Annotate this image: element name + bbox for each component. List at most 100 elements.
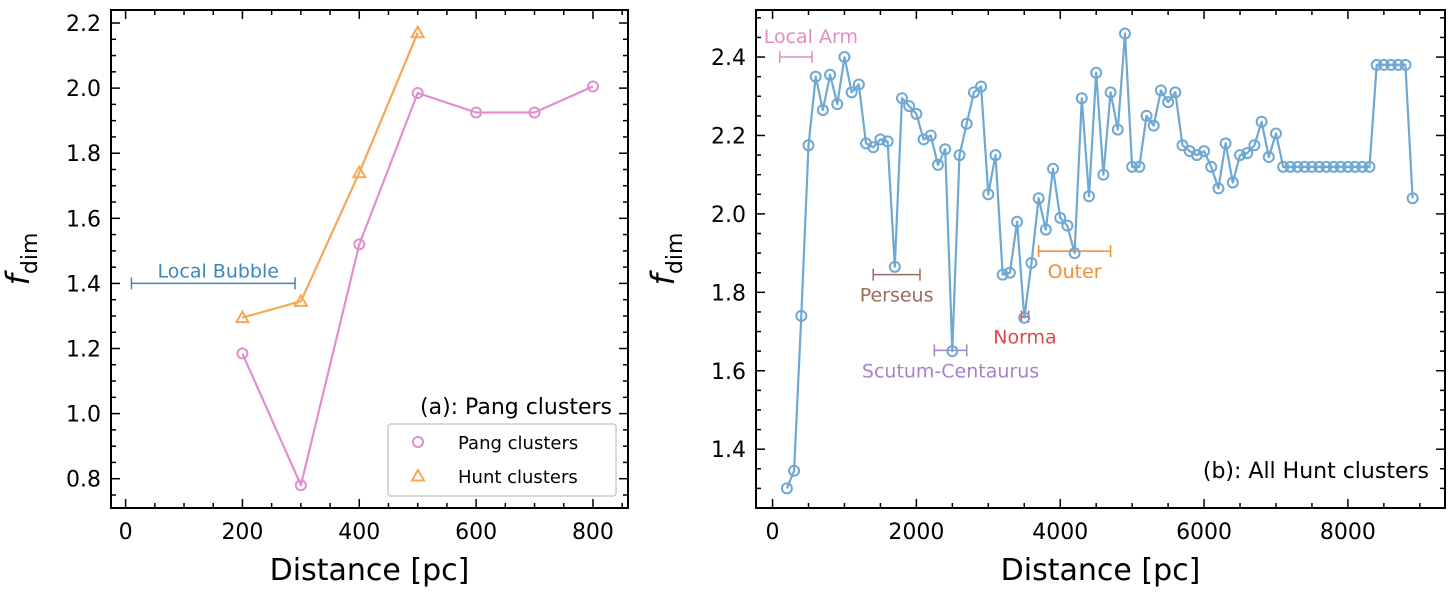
data-point <box>1327 160 1340 173</box>
data-point <box>234 309 251 324</box>
annotation-scutum-centaurus: Scutum-Centaurus <box>862 344 1039 382</box>
data-point <box>1313 160 1326 173</box>
data-point <box>780 482 793 495</box>
series-line <box>241 85 594 487</box>
annotation-label: Scutum-Centaurus <box>862 360 1039 382</box>
data-point <box>1349 160 1362 173</box>
data-point <box>351 164 368 179</box>
data-point <box>953 149 966 162</box>
y-axis-title: fdim <box>644 233 688 286</box>
data-point <box>294 479 307 492</box>
data-point <box>1018 311 1031 324</box>
data-point <box>1291 160 1304 173</box>
data-point <box>1198 145 1211 158</box>
data-point <box>939 143 952 156</box>
data-point <box>931 158 944 171</box>
legend-box <box>387 423 617 497</box>
data-point <box>1284 160 1297 173</box>
data-point <box>1111 123 1124 136</box>
x-axis-title: Distance [pc] <box>1001 553 1201 588</box>
data-point <box>1011 215 1024 228</box>
data-point <box>975 80 988 93</box>
plot-frame <box>110 9 629 509</box>
data-point <box>1176 139 1189 152</box>
legend-label: Pang clusters <box>458 433 578 454</box>
y-tick-label: 1.6 <box>66 207 101 232</box>
annotation-label: Outer <box>1048 261 1102 283</box>
data-point <box>788 464 801 477</box>
data-point <box>816 103 829 116</box>
data-point <box>1104 86 1117 99</box>
data-point <box>1205 160 1218 173</box>
x-tick-label: 8000 <box>1320 520 1376 545</box>
plot-frame <box>755 9 1446 509</box>
y-tick-label: 0.8 <box>66 468 101 493</box>
data-point <box>1090 66 1103 79</box>
annotation-local-arm: Local Arm <box>764 26 858 64</box>
data-point <box>1341 160 1354 173</box>
series-line <box>785 32 1414 489</box>
data-point <box>353 238 366 251</box>
data-point <box>1147 119 1160 132</box>
annotation-perseus: Perseus <box>860 268 934 307</box>
data-point <box>946 345 959 358</box>
data-point <box>1385 58 1398 71</box>
data-point <box>1406 192 1419 205</box>
x-tick-label: 800 <box>572 520 614 545</box>
data-point <box>989 149 1002 162</box>
data-point <box>924 129 937 142</box>
y-tick-label: 2.2 <box>711 124 746 149</box>
legend-label: Hunt clusters <box>458 467 578 488</box>
legend-marker <box>412 436 424 448</box>
data-point <box>1320 160 1333 173</box>
data-point <box>1370 58 1383 71</box>
y-tick-label: 2.0 <box>711 203 746 228</box>
data-point <box>1133 160 1146 173</box>
data-point <box>1025 256 1038 269</box>
data-point <box>838 51 851 64</box>
series-hunt-clusters <box>234 24 426 324</box>
data-point <box>960 117 973 130</box>
y-tick-label: 1.4 <box>66 272 101 297</box>
data-point <box>1305 160 1318 173</box>
data-point <box>1118 27 1131 40</box>
data-point <box>1075 92 1088 105</box>
x-tick-label: 0 <box>119 520 133 545</box>
y-tick-label: 1.8 <box>66 142 101 167</box>
data-point <box>1061 219 1074 232</box>
data-point <box>881 135 894 148</box>
y-axis-title-sub: dim <box>18 233 43 275</box>
y-axis-title: fdim <box>0 233 43 286</box>
data-point <box>802 139 815 152</box>
data-point <box>1212 182 1225 195</box>
data-point <box>895 92 908 105</box>
data-point <box>1269 127 1282 140</box>
x-tick-label: 200 <box>221 520 263 545</box>
data-point <box>888 260 901 273</box>
panel-b-all-hunt-clusters: 0 2000 4000 6000 8000 1.4 1.6 1.8 2.0 2.2 2.4 Dista… <box>644 9 1446 588</box>
data-point <box>1363 160 1376 173</box>
data-point <box>1082 190 1095 203</box>
annotation-label: Norma <box>993 327 1056 349</box>
series-line <box>242 32 419 319</box>
data-point <box>1399 58 1412 71</box>
x-axis-title: Distance [pc] <box>270 553 470 588</box>
x-tick-label: 2000 <box>888 520 944 545</box>
data-point <box>528 106 541 119</box>
y-tick-label: 1.4 <box>711 438 746 463</box>
annotation-label: Local Bubble <box>158 260 279 282</box>
data-point <box>874 133 887 146</box>
y-axis-title-sub: dim <box>663 233 688 275</box>
x-tick-label: 4000 <box>1032 520 1088 545</box>
data-point <box>293 293 309 307</box>
data-point <box>1226 176 1239 189</box>
data-point <box>831 98 844 111</box>
data-point <box>852 78 865 91</box>
series-pang-clusters <box>236 80 599 492</box>
data-point <box>1219 137 1232 150</box>
legend: Pang clusters Hunt clusters <box>387 423 617 497</box>
data-point <box>1377 58 1390 71</box>
data-point <box>1162 96 1175 109</box>
y-tick-label: 1.8 <box>711 281 746 306</box>
